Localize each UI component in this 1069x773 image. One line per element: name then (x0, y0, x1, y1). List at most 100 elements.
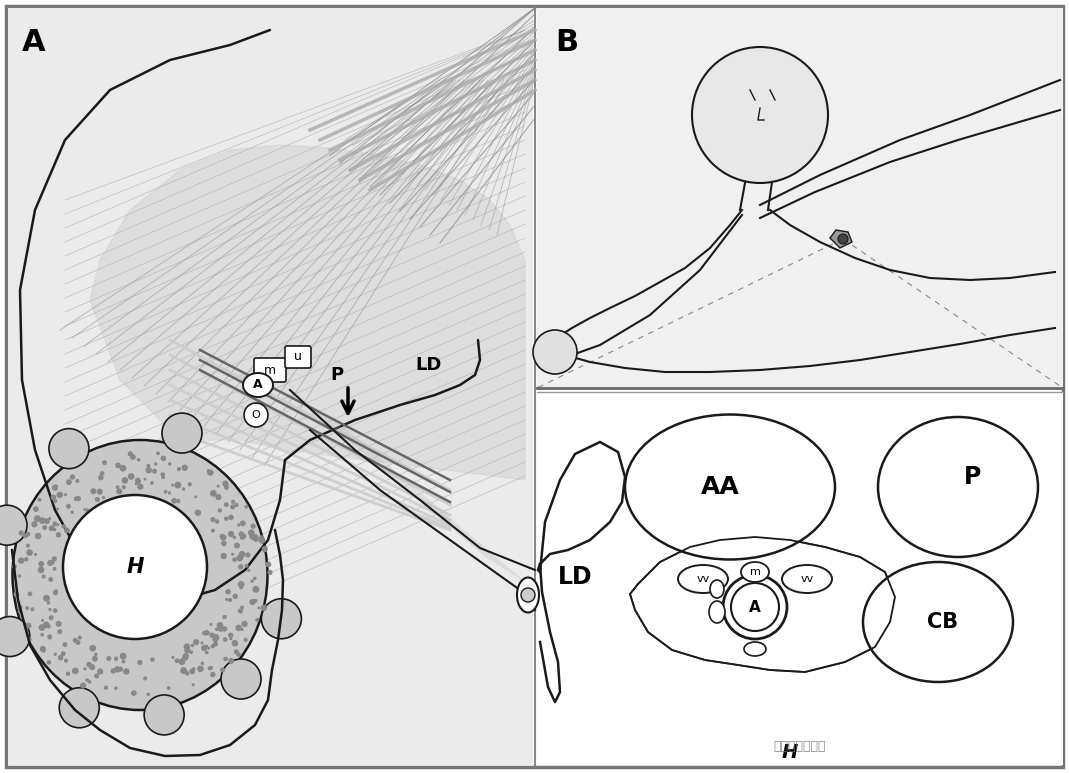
Circle shape (12, 564, 17, 569)
Circle shape (97, 669, 104, 675)
Circle shape (34, 516, 41, 522)
Circle shape (51, 557, 57, 561)
Circle shape (210, 490, 217, 497)
Circle shape (232, 640, 238, 646)
Circle shape (218, 508, 222, 512)
Circle shape (207, 469, 214, 476)
Circle shape (247, 569, 250, 572)
Text: B: B (555, 28, 578, 57)
FancyBboxPatch shape (6, 6, 1063, 767)
Circle shape (267, 570, 273, 575)
Circle shape (103, 460, 107, 465)
Circle shape (205, 645, 208, 648)
Circle shape (238, 531, 244, 537)
Circle shape (27, 550, 33, 556)
Circle shape (104, 686, 108, 690)
Ellipse shape (678, 565, 728, 593)
Circle shape (221, 540, 227, 546)
Circle shape (115, 462, 121, 468)
Circle shape (64, 659, 68, 662)
Circle shape (182, 654, 188, 661)
Circle shape (185, 671, 189, 676)
Circle shape (210, 623, 213, 626)
Circle shape (26, 532, 30, 536)
Circle shape (228, 632, 233, 638)
Circle shape (237, 608, 243, 614)
Circle shape (69, 475, 75, 480)
Circle shape (17, 605, 22, 611)
Circle shape (239, 520, 246, 526)
Ellipse shape (625, 414, 835, 560)
Circle shape (26, 543, 30, 548)
Circle shape (231, 553, 234, 556)
Text: H: H (781, 743, 799, 761)
Circle shape (253, 599, 258, 603)
Circle shape (838, 234, 848, 244)
Circle shape (38, 517, 46, 524)
Circle shape (44, 518, 49, 524)
Circle shape (58, 629, 62, 635)
Circle shape (249, 533, 255, 540)
Circle shape (78, 635, 82, 639)
Circle shape (181, 667, 187, 674)
Circle shape (66, 672, 71, 676)
Circle shape (190, 644, 195, 647)
Circle shape (197, 666, 204, 673)
Circle shape (229, 515, 234, 520)
Circle shape (239, 585, 244, 589)
Circle shape (90, 489, 96, 494)
Circle shape (237, 581, 245, 587)
Circle shape (215, 494, 221, 500)
Circle shape (161, 475, 165, 479)
Circle shape (265, 561, 272, 567)
Circle shape (234, 649, 238, 655)
Circle shape (137, 484, 143, 490)
Circle shape (231, 499, 235, 504)
Circle shape (98, 475, 104, 481)
Circle shape (220, 534, 227, 540)
Circle shape (22, 533, 28, 538)
Circle shape (241, 628, 244, 631)
Circle shape (52, 522, 57, 526)
Circle shape (96, 489, 103, 495)
Circle shape (205, 651, 208, 654)
Circle shape (49, 615, 53, 620)
Circle shape (521, 588, 534, 602)
Circle shape (110, 668, 115, 673)
Circle shape (144, 695, 184, 735)
Circle shape (74, 496, 79, 501)
Circle shape (224, 598, 228, 601)
Circle shape (120, 465, 126, 472)
Circle shape (143, 478, 146, 481)
Ellipse shape (13, 440, 267, 710)
Circle shape (215, 519, 219, 524)
Circle shape (195, 495, 198, 499)
Circle shape (63, 495, 207, 639)
Circle shape (251, 534, 259, 541)
Circle shape (95, 497, 99, 502)
Circle shape (99, 471, 105, 476)
Circle shape (156, 451, 160, 455)
Circle shape (56, 508, 59, 510)
Circle shape (137, 458, 140, 461)
Circle shape (123, 669, 129, 675)
Circle shape (193, 639, 199, 645)
Circle shape (40, 645, 46, 652)
Circle shape (226, 589, 231, 594)
Ellipse shape (744, 642, 766, 656)
Ellipse shape (709, 601, 725, 623)
Circle shape (176, 467, 181, 472)
Circle shape (258, 607, 261, 610)
Circle shape (56, 523, 59, 526)
Circle shape (210, 666, 213, 670)
Circle shape (206, 469, 211, 472)
Circle shape (168, 462, 171, 465)
Circle shape (90, 645, 96, 652)
Circle shape (66, 504, 71, 509)
Ellipse shape (863, 562, 1013, 682)
Circle shape (52, 499, 58, 503)
Circle shape (235, 625, 242, 631)
Circle shape (38, 561, 44, 567)
Circle shape (66, 479, 72, 485)
FancyBboxPatch shape (285, 346, 311, 368)
